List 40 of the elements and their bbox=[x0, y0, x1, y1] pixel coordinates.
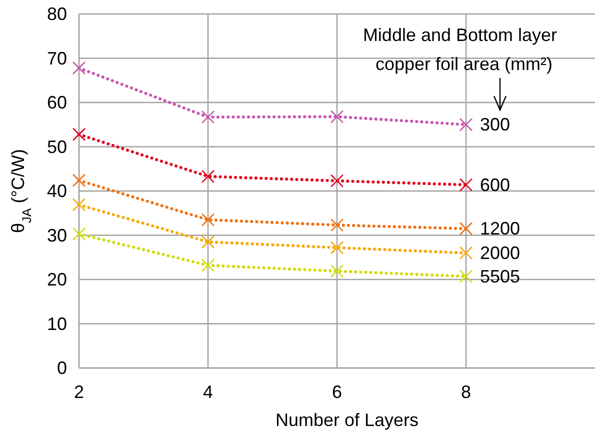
point bbox=[330, 110, 344, 124]
series-label: 5505 bbox=[480, 266, 520, 286]
point bbox=[201, 110, 215, 124]
series-label: 1200 bbox=[480, 218, 520, 239]
y-tick-label: 60 bbox=[46, 92, 67, 112]
point bbox=[72, 174, 86, 188]
y-tick-label: 10 bbox=[46, 314, 67, 334]
x-tick-label: 2 bbox=[74, 382, 84, 402]
point bbox=[330, 218, 344, 232]
point bbox=[459, 246, 473, 260]
x-tick-label: 6 bbox=[332, 382, 342, 402]
x-tick-label: 8 bbox=[460, 382, 472, 402]
point bbox=[72, 198, 86, 212]
point bbox=[459, 178, 473, 192]
point bbox=[72, 61, 86, 75]
point bbox=[201, 213, 215, 226]
y-tick-label: 20 bbox=[46, 270, 67, 290]
x-axis-title: Number of Layers bbox=[275, 410, 419, 430]
point bbox=[201, 258, 215, 272]
y-tick-label: 80 bbox=[46, 4, 67, 24]
y-tick-label: 50 bbox=[46, 136, 67, 157]
point bbox=[201, 235, 215, 249]
annotation: Middle and Bottom layer copper foil area (mm²) bbox=[362, 25, 558, 74]
series-label: 600 bbox=[480, 174, 510, 195]
y-tick-label: 70 bbox=[46, 48, 67, 68]
point bbox=[330, 174, 344, 188]
series-label: 2000 bbox=[480, 242, 520, 263]
series-label: 300 bbox=[480, 114, 510, 135]
x-tick-label: 4 bbox=[202, 382, 214, 402]
point bbox=[330, 264, 344, 278]
y-tick-label: 40 bbox=[46, 181, 67, 201]
point bbox=[72, 128, 86, 142]
point bbox=[459, 222, 473, 236]
point bbox=[201, 170, 215, 184]
y-tick-label: 0 bbox=[56, 358, 67, 378]
point bbox=[459, 118, 473, 132]
y-tick-label: 30 bbox=[46, 225, 67, 246]
point bbox=[330, 240, 344, 254]
point bbox=[72, 227, 86, 241]
point bbox=[459, 270, 473, 284]
